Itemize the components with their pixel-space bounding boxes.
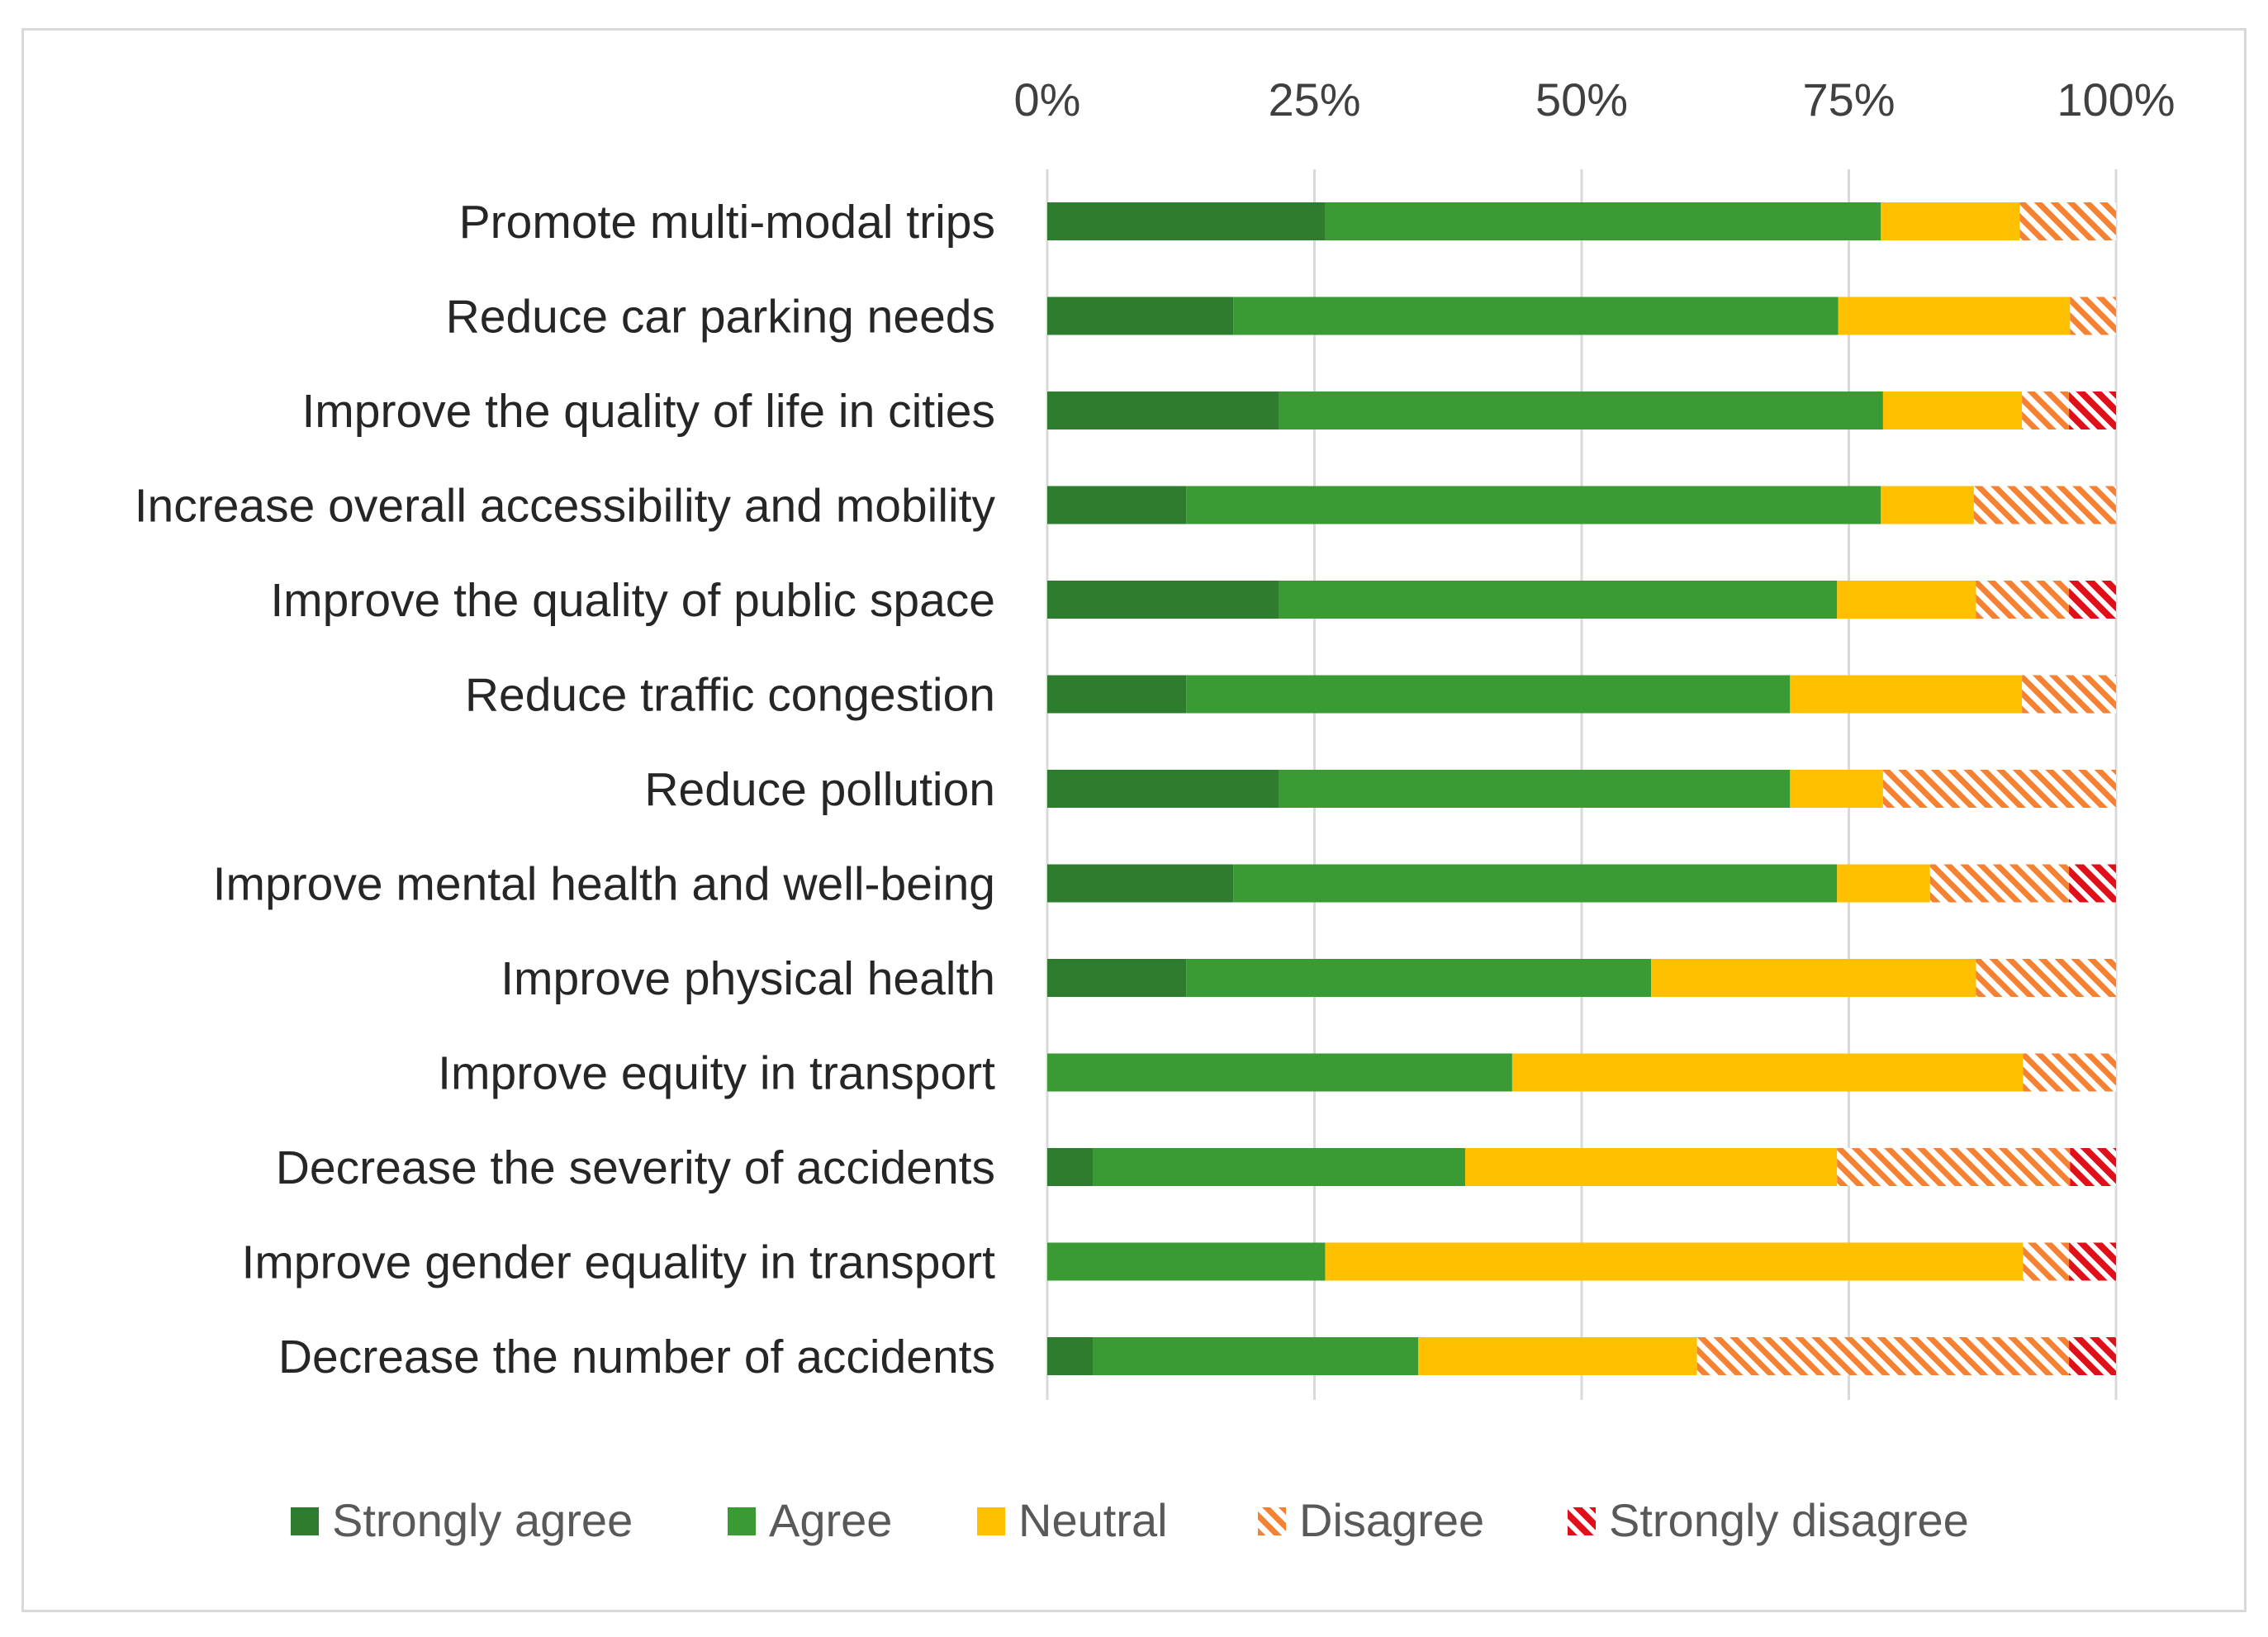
bar-agree-decrease-the-number-of-accidents (1093, 1337, 1419, 1375)
bar-agree-reduce-traffic-congestion (1186, 675, 1791, 714)
bar-neutral-decrease-the-number-of-accidents (1418, 1337, 1697, 1375)
bar-neutral-improve-gender-equality-in-transport (1325, 1242, 2024, 1281)
bar-disagree-decrease-the-number-of-accidents (1696, 1337, 2070, 1375)
category-label: Reduce traffic congestion (465, 669, 995, 722)
category-label: Improve the quality of life in cities (301, 385, 995, 438)
x-tick-label: 25% (1268, 74, 1360, 126)
bar-neutral-improve-physical-health (1651, 959, 1976, 997)
legend: Strongly agree Agree Neutral Disagree Strong… (291, 1494, 1969, 1546)
bar-agree-reduce-car-parking-needs (1233, 297, 1839, 335)
bar-strongly-agree-improve-physical-health (1047, 959, 1187, 997)
category-label: Improve the quality of public space (270, 574, 995, 627)
bar-disagree-improve-mental-health-and-well-being (1929, 864, 2070, 903)
legend-item-agree: Agree (728, 1494, 892, 1546)
legend-label: Agree (769, 1494, 892, 1546)
bar-neutral-increase-overall-accessibility-and-mobility (1881, 486, 1974, 524)
bar-agree-improve-equity-in-transport (1047, 1053, 1512, 1092)
bar-strongly-agree-promote-multi-modal-trips (1047, 202, 1326, 240)
bar-strongly-disagree-improve-gender-equality-in-transport (2069, 1242, 2116, 1281)
bar-disagree-reduce-traffic-congestion (2022, 675, 2116, 714)
category-label: Improve equity in transport (438, 1047, 995, 1100)
legend-item-strongly-disagree: Strongly disagree (1568, 1494, 1969, 1546)
legend-label: Disagree (1299, 1494, 1484, 1546)
legend-label: Strongly disagree (1609, 1494, 1969, 1546)
bar-disagree-improve-gender-equality-in-transport (2023, 1242, 2070, 1281)
bar-strongly-disagree-decrease-the-severity-of-accidents (2070, 1148, 2116, 1186)
bar-strongly-disagree-improve-the-quality-of-life-in-cities (2069, 391, 2116, 429)
x-tick-label: 50% (1535, 74, 1628, 126)
category-label: Improve physical health (501, 952, 995, 1005)
bar-strongly-disagree-improve-the-quality-of-public-space (2069, 581, 2116, 619)
x-tick-label: 100% (2057, 74, 2175, 126)
bar-disagree-reduce-pollution (1882, 770, 2116, 808)
bar-neutral-improve-the-quality-of-life-in-cities (1882, 391, 2023, 429)
bar-disagree-reduce-car-parking-needs (2070, 297, 2116, 335)
bar-strongly-agree-reduce-traffic-congestion (1047, 675, 1187, 714)
bar-disagree-improve-physical-health (1976, 959, 2116, 997)
x-axis-ticks: 0% 25% 50% 75% 100% (1014, 74, 2175, 126)
bars (1047, 202, 2116, 1375)
category-label: Improve gender equality in transport (241, 1236, 995, 1289)
bar-strongly-agree-improve-mental-health-and-well-being (1047, 864, 1234, 903)
bar-strongly-agree-reduce-car-parking-needs (1047, 297, 1234, 335)
bar-disagree-improve-equity-in-transport (2023, 1053, 2116, 1092)
legend-item-neutral: Neutral (977, 1494, 1168, 1546)
bar-disagree-improve-the-quality-of-life-in-cities (2022, 391, 2070, 429)
legend-swatch-neutral (977, 1507, 1005, 1535)
legend-swatch-agree (728, 1507, 756, 1535)
legend-swatch-disagree (1258, 1507, 1286, 1535)
category-labels: Promote multi-modal trips Reduce car park… (135, 196, 996, 1383)
bar-agree-decrease-the-severity-of-accidents (1093, 1148, 1465, 1186)
bar-strongly-disagree-improve-mental-health-and-well-being (2069, 864, 2116, 903)
x-tick-label: 75% (1802, 74, 1895, 126)
category-label: Reduce pollution (644, 763, 995, 816)
category-label: Increase overall accessibility and mobil… (135, 480, 996, 533)
bar-disagree-decrease-the-severity-of-accidents (1837, 1148, 2071, 1186)
bar-agree-improve-physical-health (1186, 959, 1652, 997)
bar-strongly-agree-improve-the-quality-of-life-in-cities (1047, 391, 1279, 429)
bar-agree-increase-overall-accessibility-and-mobility (1186, 486, 1881, 524)
bar-disagree-promote-multi-modal-trips (2019, 202, 2116, 240)
bar-strongly-agree-improve-the-quality-of-public-space (1047, 581, 1279, 619)
legend-label: Strongly agree (332, 1494, 633, 1546)
bar-agree-improve-mental-health-and-well-being (1233, 864, 1838, 903)
bar-strongly-agree-decrease-the-number-of-accidents (1047, 1337, 1094, 1375)
bar-agree-promote-multi-modal-trips (1325, 202, 1881, 240)
bar-agree-reduce-pollution (1279, 770, 1791, 808)
bar-strongly-agree-increase-overall-accessibility-and-mobility (1047, 486, 1187, 524)
bar-neutral-reduce-car-parking-needs (1838, 297, 2071, 335)
bar-agree-improve-the-quality-of-life-in-cities (1279, 391, 1883, 429)
legend-item-disagree: Disagree (1258, 1494, 1484, 1546)
bar-neutral-promote-multi-modal-trips (1881, 202, 2020, 240)
bar-neutral-decrease-the-severity-of-accidents (1464, 1148, 1838, 1186)
bar-neutral-improve-the-quality-of-public-space (1837, 581, 1976, 619)
bar-neutral-reduce-traffic-congestion (1790, 675, 2023, 714)
category-label: Decrease the number of accidents (278, 1331, 995, 1383)
bar-neutral-reduce-pollution (1790, 770, 1883, 808)
bar-strongly-agree-reduce-pollution (1047, 770, 1279, 808)
legend-label: Neutral (1018, 1494, 1168, 1546)
legend-swatch-strongly-agree (291, 1507, 319, 1535)
x-tick-label: 0% (1014, 74, 1081, 126)
bar-disagree-improve-the-quality-of-public-space (1976, 581, 2070, 619)
bar-neutral-improve-equity-in-transport (1511, 1053, 2024, 1092)
legend-item-strongly-agree: Strongly agree (291, 1494, 633, 1546)
bar-strongly-disagree-decrease-the-number-of-accidents (2069, 1337, 2116, 1375)
legend-swatch-strongly-disagree (1568, 1507, 1596, 1535)
bar-neutral-improve-mental-health-and-well-being (1837, 864, 1930, 903)
bar-strongly-agree-decrease-the-severity-of-accidents (1047, 1148, 1094, 1186)
bar-agree-improve-the-quality-of-public-space (1279, 581, 1838, 619)
bar-agree-improve-gender-equality-in-transport (1047, 1242, 1326, 1281)
category-label: Improve mental health and well-being (213, 858, 995, 911)
category-label: Decrease the severity of accidents (276, 1141, 995, 1194)
bar-disagree-increase-overall-accessibility-and-mobility (1973, 486, 2116, 524)
category-label: Promote multi-modal trips (459, 196, 995, 249)
category-label: Reduce car parking needs (446, 291, 995, 344)
